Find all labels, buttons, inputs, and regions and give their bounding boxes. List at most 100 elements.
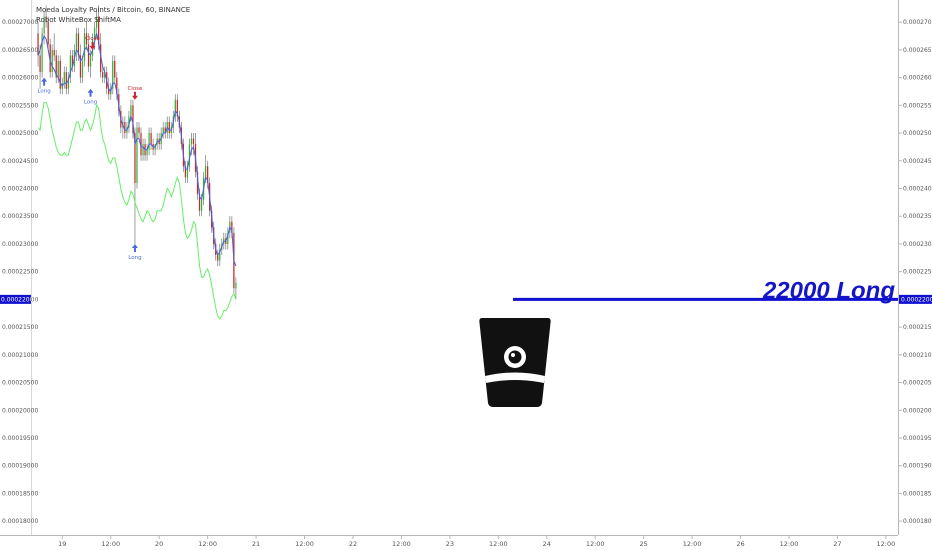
x-tick-label: 27 [833, 540, 841, 548]
y-tick-label: 0.00027000 [903, 19, 932, 26]
x-axis-labels: 19 12:00 20 12:00 21 12:00 22 12:00 23 12:00 24 12:… [58, 535, 895, 548]
signal-long: Long [128, 243, 142, 261]
candle [93, 22, 96, 50]
candle [85, 22, 88, 50]
candle-body [39, 55, 41, 73]
candle-body [188, 144, 191, 167]
candle-body [108, 88, 110, 95]
x-tick-label: 12:00 [683, 540, 702, 548]
x-tick-label: 25 [640, 540, 648, 548]
y-tick-label: 0.00024500 [2, 158, 38, 165]
signal-label: Long [84, 100, 97, 106]
signal-arrow-up-icon [41, 77, 48, 86]
candle [77, 27, 80, 61]
y-tick-label: 0.00022500 [903, 269, 932, 276]
x-tick-label: 12:00 [392, 540, 411, 548]
candle-body [207, 166, 209, 183]
y-tick-label: 0.00023000 [2, 241, 38, 248]
candle-body [65, 72, 67, 89]
y-tick-label: 0.00024000 [903, 185, 932, 192]
signal-close: Close [85, 36, 101, 50]
candle [196, 166, 199, 200]
price-tag-left: 0.00022000 [0, 294, 37, 304]
signal-label: Long [37, 89, 50, 95]
candle [124, 116, 126, 139]
y-tick-label: 0.00024000 [2, 185, 38, 192]
candle [41, 27, 43, 78]
x-tick-label: 22 [349, 540, 357, 548]
candle-body [204, 166, 207, 178]
candle [186, 160, 189, 183]
svg-text:0.00022000: 0.00022000 [1, 296, 37, 303]
x-tick-label: 12:00 [877, 540, 896, 548]
signal-arrow-down-icon [89, 41, 96, 50]
candle [146, 144, 148, 161]
x-tick-label: 20 [155, 540, 163, 548]
y-tick-label: 0.00023500 [903, 213, 932, 220]
y-tick-label: 0.00022500 [2, 269, 38, 276]
y-tick-label: 0.00021000 [903, 352, 932, 359]
candle [83, 27, 86, 67]
y-tick-label: 0.00018000 [2, 518, 38, 525]
y-tick-label: 0.00020500 [2, 380, 38, 387]
x-tick-label: 12:00 [295, 540, 314, 548]
candle-body [83, 33, 86, 61]
candle [168, 116, 170, 139]
legend-indicator: Robot WhiteBox ShiftMA [36, 16, 121, 24]
x-tick-label: 12:00 [780, 540, 799, 548]
x-tick-label: 12:00 [489, 540, 508, 548]
candle-body [89, 55, 92, 67]
candle-body [124, 121, 126, 134]
y-tick-label: 0.00019000 [2, 463, 38, 470]
y-tick-label: 0.00026500 [2, 47, 38, 54]
signal-label: Close [127, 86, 143, 92]
svg-text:0.00022000: 0.00022000 [901, 296, 932, 303]
y-tick-label: 0.00019000 [903, 463, 932, 470]
candle [63, 66, 65, 89]
y-tick-label: 0.00025000 [903, 130, 932, 137]
signal-arrow-down-icon [131, 91, 138, 100]
candle [43, 11, 45, 45]
candle [227, 227, 229, 250]
candle [140, 127, 142, 161]
candle [128, 110, 130, 134]
candle-body [69, 55, 71, 78]
candle [79, 44, 82, 84]
candle-body [150, 133, 152, 145]
signal-label: Long [128, 255, 141, 261]
candle [65, 66, 67, 95]
candle-body [116, 77, 118, 95]
candle [59, 55, 61, 95]
x-tick-label: 26 [736, 540, 744, 548]
candle [217, 249, 219, 267]
candle-body [63, 72, 65, 84]
candle [174, 94, 176, 122]
y-tick-label: 0.00019500 [903, 435, 932, 442]
candle-body [138, 127, 140, 134]
candle-body [87, 44, 90, 67]
candle-body [102, 72, 104, 78]
y-tick-label: 0.00018000 [903, 518, 932, 525]
signal-label: Close [85, 36, 101, 42]
candle-body [164, 127, 166, 134]
y-tick-label: 0.00027000 [2, 19, 38, 26]
candle [37, 22, 39, 67]
candle-body [81, 60, 84, 78]
y-tick-label: 0.00021500 [2, 324, 38, 331]
candle [176, 94, 178, 122]
y-tick-label: 0.00018500 [2, 490, 38, 497]
y-tick-label: 0.00021000 [2, 352, 38, 359]
y-axis-labels-left: 0.00027000 0.00026500 0.00026000 0.00025500… [2, 19, 38, 525]
y-tick-label: 0.00024500 [903, 158, 932, 165]
signals-layer: Long Close Long Long Close [37, 36, 143, 261]
candle [104, 66, 106, 84]
candle-body [55, 55, 57, 78]
candle-body [37, 33, 39, 56]
candle-body [136, 127, 138, 183]
candle-body [235, 282, 237, 289]
candle [53, 33, 55, 61]
candle [67, 72, 69, 95]
candle-body [45, 16, 47, 23]
